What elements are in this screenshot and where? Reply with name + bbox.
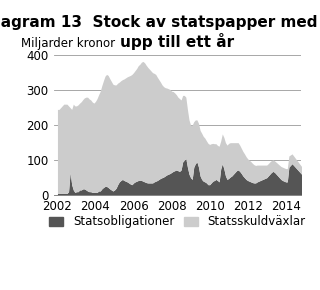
Text: Miljarder kronor: Miljarder kronor — [21, 37, 116, 50]
Legend: Statsobligationer, Statsskuldväxlar: Statsobligationer, Statsskuldväxlar — [49, 215, 305, 229]
Title: Diagram 13  Stock av statspapper med löptid
upp till ett år: Diagram 13 Stock av statspapper med löpt… — [0, 15, 320, 50]
